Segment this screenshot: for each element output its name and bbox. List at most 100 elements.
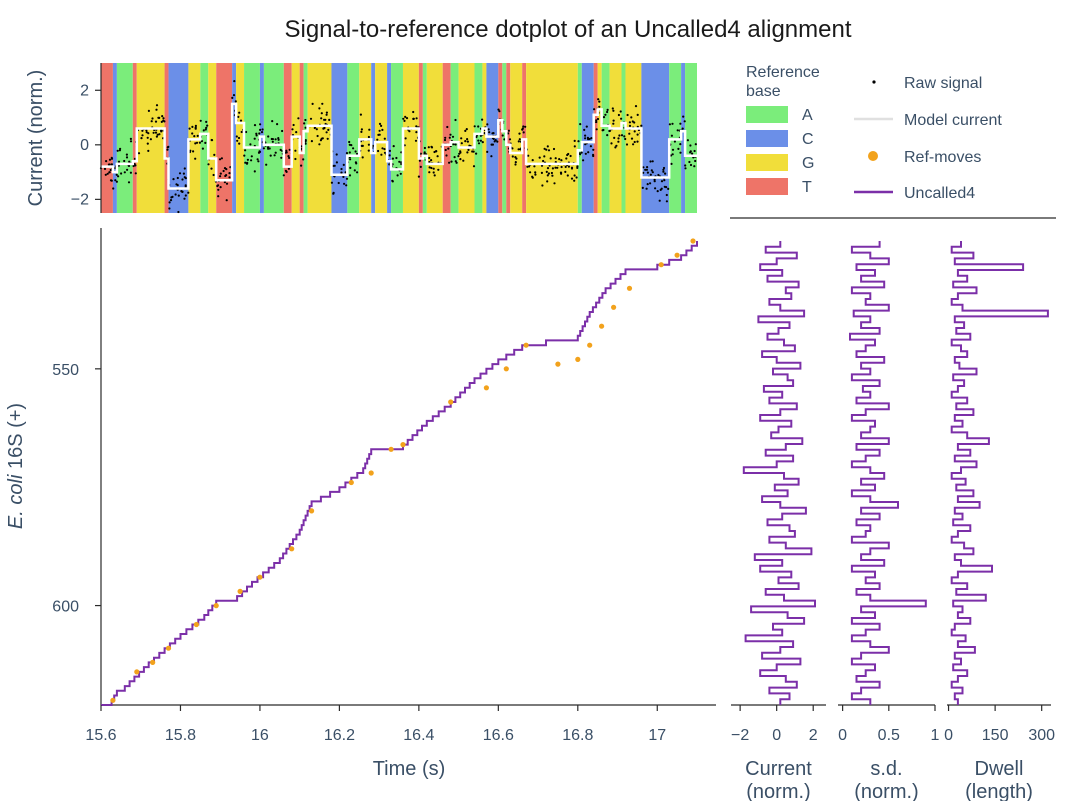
raw-signal-point	[417, 175, 420, 178]
raw-signal-point	[412, 117, 415, 120]
raw-signal-point	[613, 136, 616, 139]
segment-g	[625, 63, 642, 213]
raw-signal-point	[210, 167, 213, 170]
raw-signal-point	[670, 162, 673, 165]
raw-signal-point	[210, 139, 214, 142]
raw-signal-point	[693, 149, 696, 153]
raw-signal-point	[636, 140, 639, 143]
raw-signal-point	[597, 98, 600, 101]
refmove-point	[368, 470, 374, 476]
raw-signal-point	[147, 109, 150, 112]
raw-signal-point	[255, 134, 258, 137]
segment-g	[482, 63, 487, 213]
raw-signal-point	[294, 157, 297, 161]
raw-signal-point	[664, 172, 667, 175]
raw-signal-point	[624, 137, 627, 141]
raw-signal-point	[686, 139, 690, 142]
raw-signal-point	[497, 108, 500, 111]
raw-signal-point	[304, 142, 307, 145]
refmove-point	[626, 285, 633, 291]
raw-signal-point	[183, 197, 186, 200]
legend-swatch-a	[746, 106, 788, 123]
raw-signal-point	[160, 120, 163, 123]
raw-signal-point	[310, 140, 313, 143]
raw-signal-point	[342, 163, 345, 166]
raw-signal-point	[651, 171, 654, 174]
raw-signal-point	[176, 184, 179, 187]
raw-signal-point	[428, 171, 431, 174]
segment-a	[391, 63, 403, 213]
raw-signal-point	[543, 155, 546, 158]
raw-signal-point	[176, 176, 179, 180]
segment-c	[681, 63, 686, 213]
current-x-tick-label: 2	[809, 727, 818, 744]
raw-signal-point	[177, 194, 180, 197]
raw-signal-point	[206, 124, 209, 127]
raw-signal-point	[396, 174, 399, 177]
raw-signal-point	[187, 191, 190, 194]
raw-signal-point	[244, 161, 247, 164]
raw-signal-point	[367, 135, 370, 139]
raw-signal-point	[150, 120, 153, 123]
raw-signal-point	[547, 172, 551, 175]
raw-signal-point	[498, 110, 501, 113]
raw-signal-point	[623, 135, 626, 138]
segment-a	[303, 63, 308, 213]
raw-signal-point	[612, 119, 615, 122]
raw-signal-point	[345, 152, 349, 155]
raw-signal-point	[628, 121, 632, 124]
raw-signal-point	[335, 161, 338, 164]
raw-signal-point	[110, 156, 113, 159]
dotplot-x-tick-label: 16.4	[403, 727, 434, 744]
raw-signal-point	[303, 122, 306, 125]
raw-signal-point	[381, 128, 384, 131]
segment-t	[593, 63, 598, 213]
raw-signal-point	[404, 115, 407, 118]
raw-signal-point	[467, 148, 470, 151]
raw-signal-point	[235, 135, 238, 138]
raw-signal-point	[279, 148, 282, 151]
raw-signal-point	[377, 149, 380, 153]
raw-signal-point	[670, 134, 674, 137]
raw-signal-point	[556, 166, 559, 169]
raw-signal-point	[446, 125, 449, 129]
raw-signal-point	[567, 165, 571, 168]
raw-signal-point	[320, 112, 323, 115]
raw-signal-point	[302, 158, 305, 161]
raw-signal-point	[177, 210, 180, 214]
raw-signal-point	[608, 129, 612, 132]
raw-signal-point	[297, 117, 300, 120]
raw-signal-point	[460, 142, 463, 145]
raw-signal-point	[649, 182, 652, 185]
raw-signal-point	[682, 115, 685, 118]
raw-signal-point	[518, 132, 521, 135]
raw-signal-point	[588, 137, 591, 141]
raw-signal-point	[491, 132, 494, 135]
signal-panel: −2 0 2 Current (norm.)	[25, 63, 697, 214]
raw-signal-point	[320, 137, 323, 140]
raw-signal-point	[517, 148, 520, 151]
refmove-point	[674, 252, 680, 258]
raw-signal-point	[445, 154, 448, 157]
segment-c	[371, 63, 376, 213]
raw-signal-point	[342, 175, 345, 178]
raw-signal-point	[378, 133, 381, 136]
raw-signal-point	[444, 136, 447, 139]
raw-signal-point	[577, 140, 580, 143]
raw-signal-point	[287, 167, 290, 170]
raw-signal-point	[404, 137, 407, 140]
raw-signal-point	[596, 117, 600, 121]
raw-signal-point	[662, 166, 666, 170]
raw-signal-point	[665, 193, 668, 197]
raw-signal-point	[204, 128, 207, 131]
raw-signal-point	[492, 137, 495, 140]
sd-profile-line	[849, 241, 927, 705]
raw-signal-point	[646, 183, 649, 186]
raw-signal-point	[503, 138, 506, 141]
raw-signal-point	[640, 124, 643, 127]
segment-a	[244, 63, 260, 213]
raw-signal-point	[419, 152, 422, 155]
raw-signal-point	[641, 186, 644, 189]
raw-signal-point	[541, 184, 544, 187]
raw-signal-point	[318, 107, 321, 110]
